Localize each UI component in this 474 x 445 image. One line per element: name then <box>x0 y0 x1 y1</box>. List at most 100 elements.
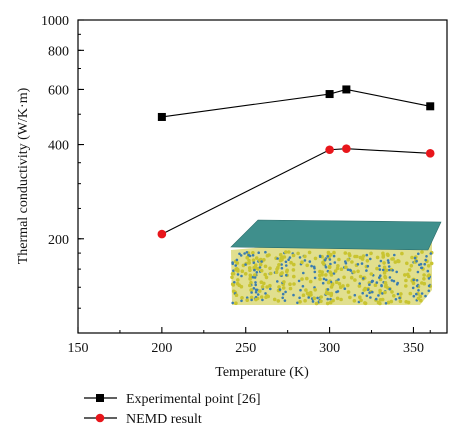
y-tick-label: 200 <box>48 233 69 248</box>
inset-atom <box>338 285 343 290</box>
inset-atom <box>384 284 388 289</box>
inset-atom <box>393 253 396 257</box>
legend-item-experimental: Experimental point [26] <box>84 392 261 407</box>
inset-atom <box>289 260 293 265</box>
inset-atom <box>248 275 253 280</box>
inset-atom <box>389 299 394 304</box>
inset-atom <box>263 264 268 269</box>
inset-atom <box>261 298 264 302</box>
inset-top-layer <box>230 219 442 251</box>
legend-circle-marker <box>95 413 105 423</box>
inset-atom <box>298 300 302 304</box>
inset-atom <box>399 292 403 296</box>
inset-atom <box>333 261 337 264</box>
inset-atom <box>268 271 273 276</box>
inset-atom <box>388 276 392 279</box>
inset-atom <box>384 302 388 305</box>
inset-atom <box>313 270 317 274</box>
inset-atom <box>409 264 414 268</box>
inset-atom <box>377 294 380 297</box>
inset-atom <box>328 300 333 305</box>
inset-atom <box>236 269 240 273</box>
inset-atom <box>356 263 360 266</box>
inset-atom <box>231 301 234 305</box>
inset-atom <box>337 278 340 281</box>
inset-atom <box>394 298 398 301</box>
inset-atom <box>264 295 268 300</box>
inset-atom <box>296 301 299 305</box>
inset-atom <box>282 280 286 284</box>
inset-atom <box>420 292 424 295</box>
inset-atom <box>359 298 363 303</box>
inset-atom <box>353 293 357 297</box>
y-axis-label: Thermal conductivity (W/K·m) <box>16 87 31 264</box>
inset-atom <box>365 253 369 257</box>
inset-atom <box>343 251 348 255</box>
inset-atom <box>292 262 296 267</box>
inset-atom <box>245 298 249 303</box>
inset-atom <box>329 297 332 301</box>
inset-atom <box>337 282 342 286</box>
series-line-2 <box>161 148 431 235</box>
inset-atom <box>335 290 338 294</box>
inset-atom <box>383 274 387 279</box>
inset-atom <box>406 272 410 277</box>
inset-atom <box>429 252 433 255</box>
inset-atom <box>417 289 420 292</box>
inset-atom <box>339 297 343 302</box>
inset-atom <box>254 297 258 302</box>
inset-atom <box>376 300 381 305</box>
inset-atom <box>292 282 296 286</box>
inset-atom <box>251 254 255 257</box>
inset-atom <box>336 264 340 268</box>
inset-atom <box>368 283 371 287</box>
inset-atom <box>231 262 234 266</box>
inset-atom <box>427 284 431 288</box>
inset-atom <box>361 291 365 295</box>
inset-atom <box>287 258 290 262</box>
inset-atom <box>398 296 401 300</box>
inset-atom <box>291 268 296 272</box>
inset-atom <box>426 274 431 278</box>
inset-atom <box>284 250 288 254</box>
inset-atom <box>258 266 262 269</box>
inset-atom <box>395 283 399 286</box>
inset-atom <box>303 298 307 303</box>
inset-atom <box>233 281 236 284</box>
inset-atom <box>230 275 234 280</box>
inset-atom <box>276 299 281 303</box>
inset-atom <box>378 268 382 271</box>
inset-atom <box>253 273 257 277</box>
inset-atom <box>318 277 322 281</box>
inset-atom <box>269 287 272 291</box>
inset-atom <box>337 257 341 262</box>
inset-atom <box>363 301 368 306</box>
inset-atom <box>386 300 391 305</box>
inset-atom <box>252 261 256 265</box>
y-tick-label: 800 <box>48 44 69 59</box>
inset-atom <box>288 282 292 287</box>
inset-atom <box>307 250 312 255</box>
inset-atom <box>343 287 347 291</box>
data-point-square <box>157 112 166 121</box>
inset-atom <box>352 270 356 274</box>
inset-atom <box>410 255 414 260</box>
inset-atom <box>396 292 400 296</box>
inset-atom <box>298 256 302 259</box>
inset-atom <box>234 301 238 306</box>
inset-atom <box>426 264 431 268</box>
x-tick-label: 200 <box>151 341 172 356</box>
inset-atom <box>404 284 408 288</box>
inset-atom <box>358 282 362 285</box>
inset-atom <box>329 262 332 266</box>
inset-atom <box>427 289 431 293</box>
inset-atom <box>375 281 379 284</box>
inset-atom <box>403 273 407 277</box>
inset-atom <box>363 287 368 291</box>
inset-atom <box>313 276 317 280</box>
inset-atom <box>370 280 374 284</box>
inset-atom <box>288 256 292 259</box>
inset-atom <box>279 272 284 276</box>
x-tick-label: 150 <box>68 341 89 356</box>
inset-atom <box>252 265 256 270</box>
